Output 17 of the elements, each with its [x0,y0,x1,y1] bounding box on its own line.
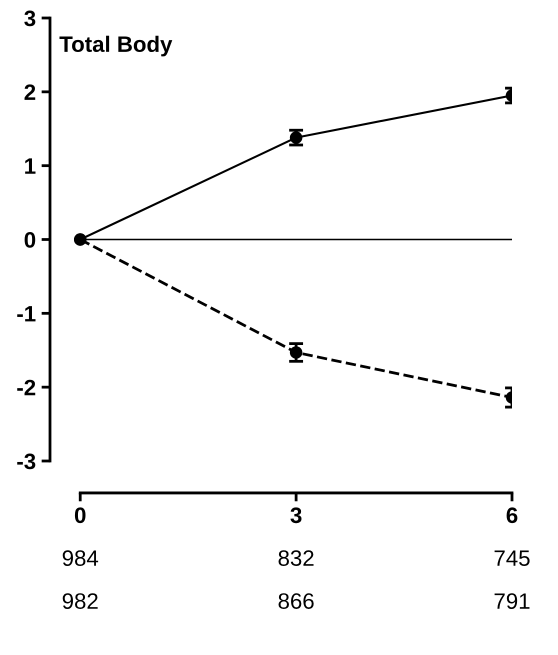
x-tick-label: 6 [506,507,518,524]
text: 791 [494,593,530,609]
text: 982 [62,593,98,609]
y-tick-label: 2 [24,84,36,100]
x-tick-label: 0 [74,507,86,524]
text: 745 [494,550,530,566]
text: 832 [278,550,314,566]
text: 984 [62,550,98,566]
text: Total Body [59,36,172,56]
y-tick-label: 3 [24,10,36,26]
y-tick-label: -3 [17,454,36,470]
y-tick-label: -2 [17,380,36,396]
x-tick-label: 3 [290,507,302,524]
y-tick-label: 0 [24,232,36,248]
y-tick-label: -1 [17,306,36,322]
text: 866 [278,593,314,609]
y-tick-label: 1 [25,158,36,174]
